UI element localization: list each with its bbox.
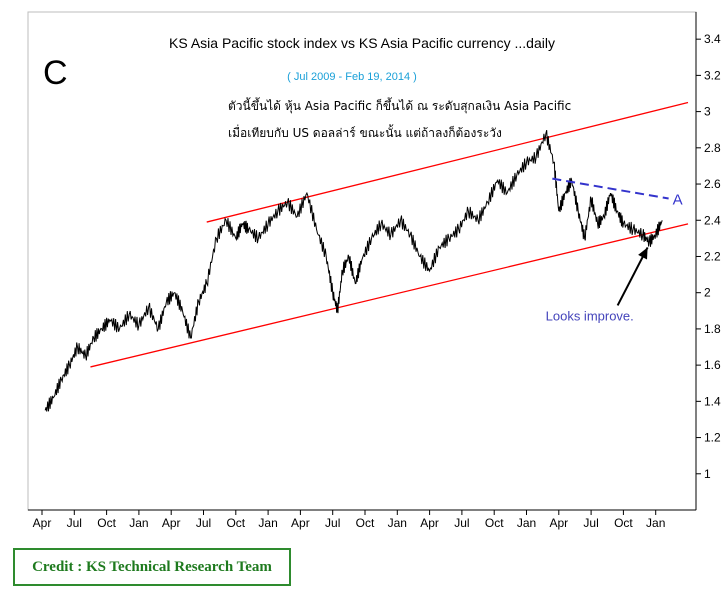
x-tick-label: Apr <box>420 516 439 530</box>
y-tick-label: 2.4 <box>704 213 721 227</box>
x-tick-label: Jan <box>129 516 148 530</box>
x-tick-label: Oct <box>614 516 633 530</box>
x-tick-label: Jan <box>258 516 277 530</box>
x-tick-label: Jul <box>67 516 82 530</box>
resistance-label: A <box>673 192 683 209</box>
x-axis-ticks: Apr Jul Oct Jan Apr Jul Oct Jan Apr Jul Oct Jan Apr J… <box>33 510 665 530</box>
y-tick-label: 3 <box>704 105 711 119</box>
y-tick-label: 2 <box>704 286 711 300</box>
x-tick-label: Apr <box>33 516 52 530</box>
x-tick-label: Apr <box>162 516 181 530</box>
y-tick-label: 2.6 <box>704 177 721 191</box>
x-tick-label: Oct <box>97 516 116 530</box>
y-tick-label: 2.2 <box>704 249 721 263</box>
y-tick-label: 3.2 <box>704 68 721 82</box>
note-line-2: เมื่อเทียบกับ US ดอลล่าร์ ขณะนั้น แต่ถ้า… <box>228 124 502 140</box>
annotation-arrowhead <box>638 247 648 260</box>
x-tick-label: Apr <box>291 516 310 530</box>
chart-subtitle: ( Jul 2009 - Feb 19, 2014 ) <box>287 71 417 83</box>
x-tick-label: Apr <box>549 516 568 530</box>
x-tick-label: Oct <box>356 516 375 530</box>
credit-box: Credit : KS Technical Research Team <box>13 548 291 586</box>
y-tick-label: 1.4 <box>704 394 721 408</box>
panel-letter: C <box>43 54 68 92</box>
x-tick-label: Jan <box>646 516 665 530</box>
x-tick-label: Oct <box>226 516 245 530</box>
y-tick-label: 3.4 <box>704 32 721 46</box>
note-line-1: ตัวนี้ขึ้นได้ หุ้น Asia Pacific ก็ขึ้นได… <box>228 97 571 114</box>
credit-text: Credit : KS Technical Research Team <box>32 558 272 575</box>
x-tick-label: Jul <box>325 516 340 530</box>
y-axis-ticks: 1 1.2 1.4 1.6 1.8 2 2.2 2.4 2.6 2.8 3 3.2 3.4 <box>696 32 721 481</box>
channel-line <box>90 223 689 368</box>
y-tick-label: 2.8 <box>704 141 721 155</box>
y-tick-label: 1.2 <box>704 431 721 445</box>
y-tick-label: 1.6 <box>704 358 721 372</box>
y-tick-label: 1.8 <box>704 322 721 336</box>
price-line <box>44 129 663 412</box>
chart-title: KS Asia Pacific stock index vs KS Asia P… <box>169 35 555 51</box>
x-tick-label: Jan <box>517 516 536 530</box>
channel-line <box>206 101 689 223</box>
annotation-text: Looks improve. <box>546 308 634 323</box>
x-tick-label: Jul <box>583 516 598 530</box>
resistance-line <box>552 177 669 200</box>
x-tick-label: Jan <box>388 516 407 530</box>
trend-channel <box>90 101 689 368</box>
x-tick-label: Jul <box>454 516 469 530</box>
chart: Apr Jul Oct Jan Apr Jul Oct Jan Apr Jul Oct Jan Apr J… <box>27 11 721 530</box>
x-tick-label: Jul <box>196 516 211 530</box>
y-tick-label: 1 <box>704 467 711 481</box>
x-tick-label: Oct <box>485 516 504 530</box>
